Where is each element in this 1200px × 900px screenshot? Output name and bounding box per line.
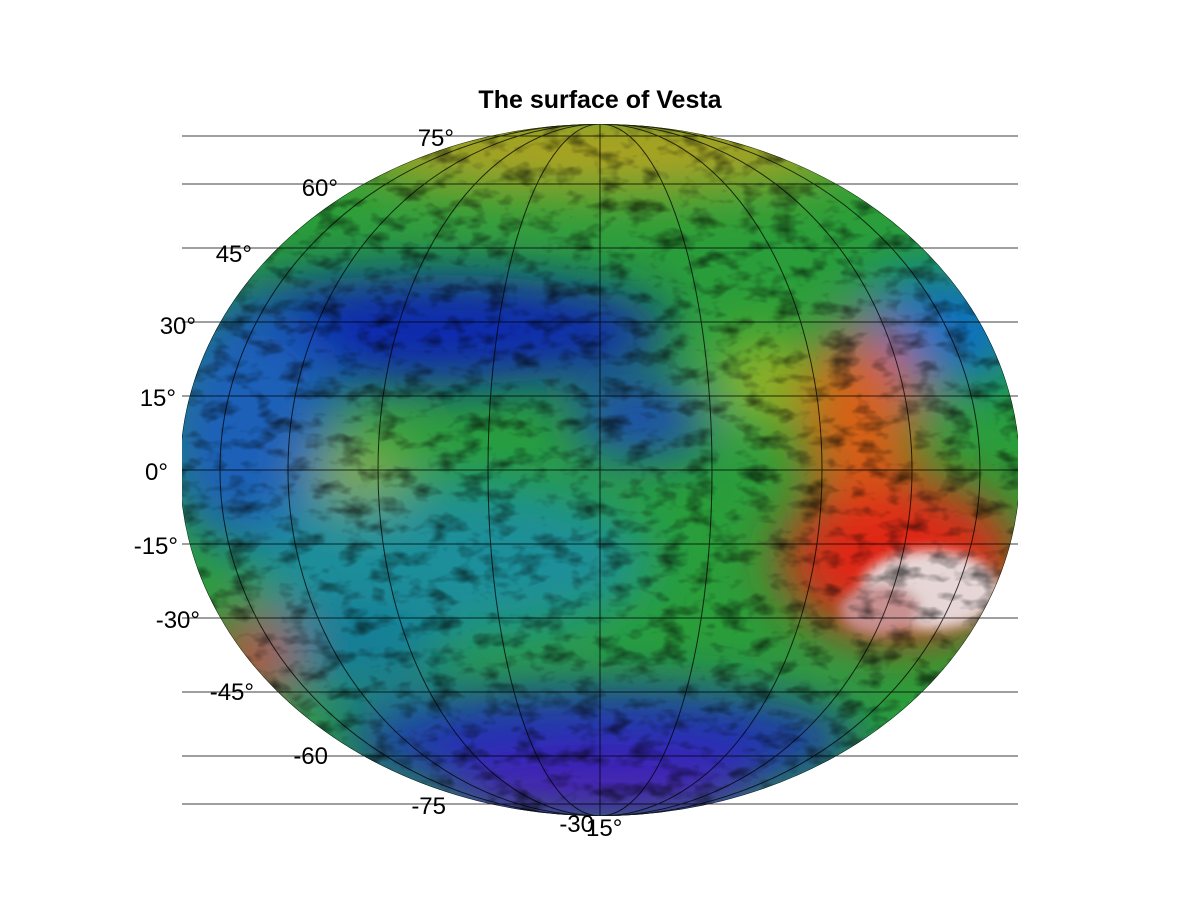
latitude-labels: 75° 60° 45° 30° 15° 0° -15° -30° -45° -6…	[134, 125, 454, 820]
lat-tick-minus45: -45°	[210, 679, 254, 706]
lat-tick-minus60: -60	[293, 743, 328, 770]
lon-tick-15: 15°	[586, 815, 622, 842]
lat-tick-0: 0°	[145, 459, 168, 486]
lon-tick-minus30: -30	[559, 811, 594, 838]
surface-layer	[182, 124, 1018, 816]
lat-tick-minus75: -75	[411, 793, 446, 820]
lat-tick-60: 60°	[302, 175, 338, 202]
page-title: The surface of Vesta	[478, 86, 722, 114]
lat-tick-45: 45°	[216, 241, 252, 268]
lat-tick-minus15: -15°	[134, 533, 178, 560]
lat-tick-minus30: -30°	[156, 607, 200, 634]
longitude-labels: -30 15°	[559, 811, 622, 842]
graticule	[182, 124, 1018, 816]
lat-tick-15: 15°	[140, 385, 176, 412]
lat-tick-30: 30°	[160, 313, 196, 340]
lat-tick-75: 75°	[418, 125, 454, 152]
